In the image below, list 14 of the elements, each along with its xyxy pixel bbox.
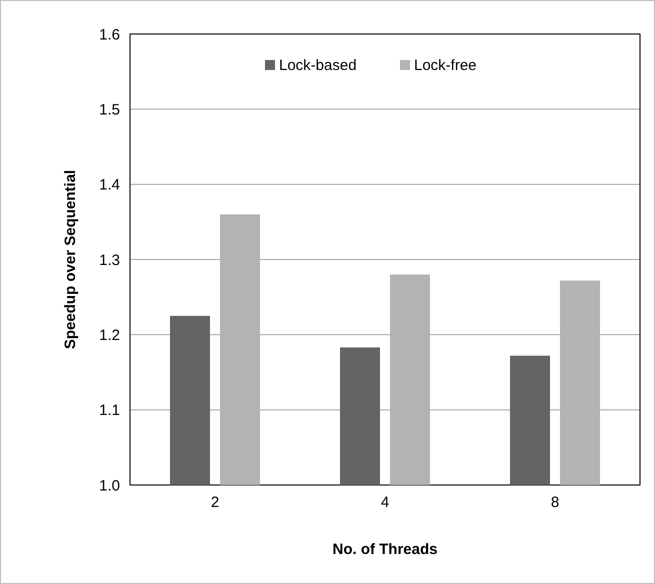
x-tick-label: 8 [550, 494, 560, 511]
x-axis-title: No. of Threads [332, 541, 438, 558]
legend-label: Lock-based [279, 57, 357, 74]
y-tick-label: 1.6 [99, 26, 120, 44]
y-tick-label: 1.0 [99, 477, 120, 494]
x-tick-label: 2 [210, 494, 220, 511]
legend-label: Lock-free [414, 57, 477, 74]
y-axis-title: Speedup over Sequential [62, 170, 79, 350]
y-tick-label: 1.1 [99, 402, 120, 420]
y-tick-label: 1.5 [99, 101, 120, 118]
y-tick-label: 1.4 [99, 176, 120, 194]
x-tick-label: 4 [380, 494, 390, 511]
y-tick-label: 1.3 [99, 252, 120, 269]
y-tick-label: 1.2 [99, 326, 120, 344]
